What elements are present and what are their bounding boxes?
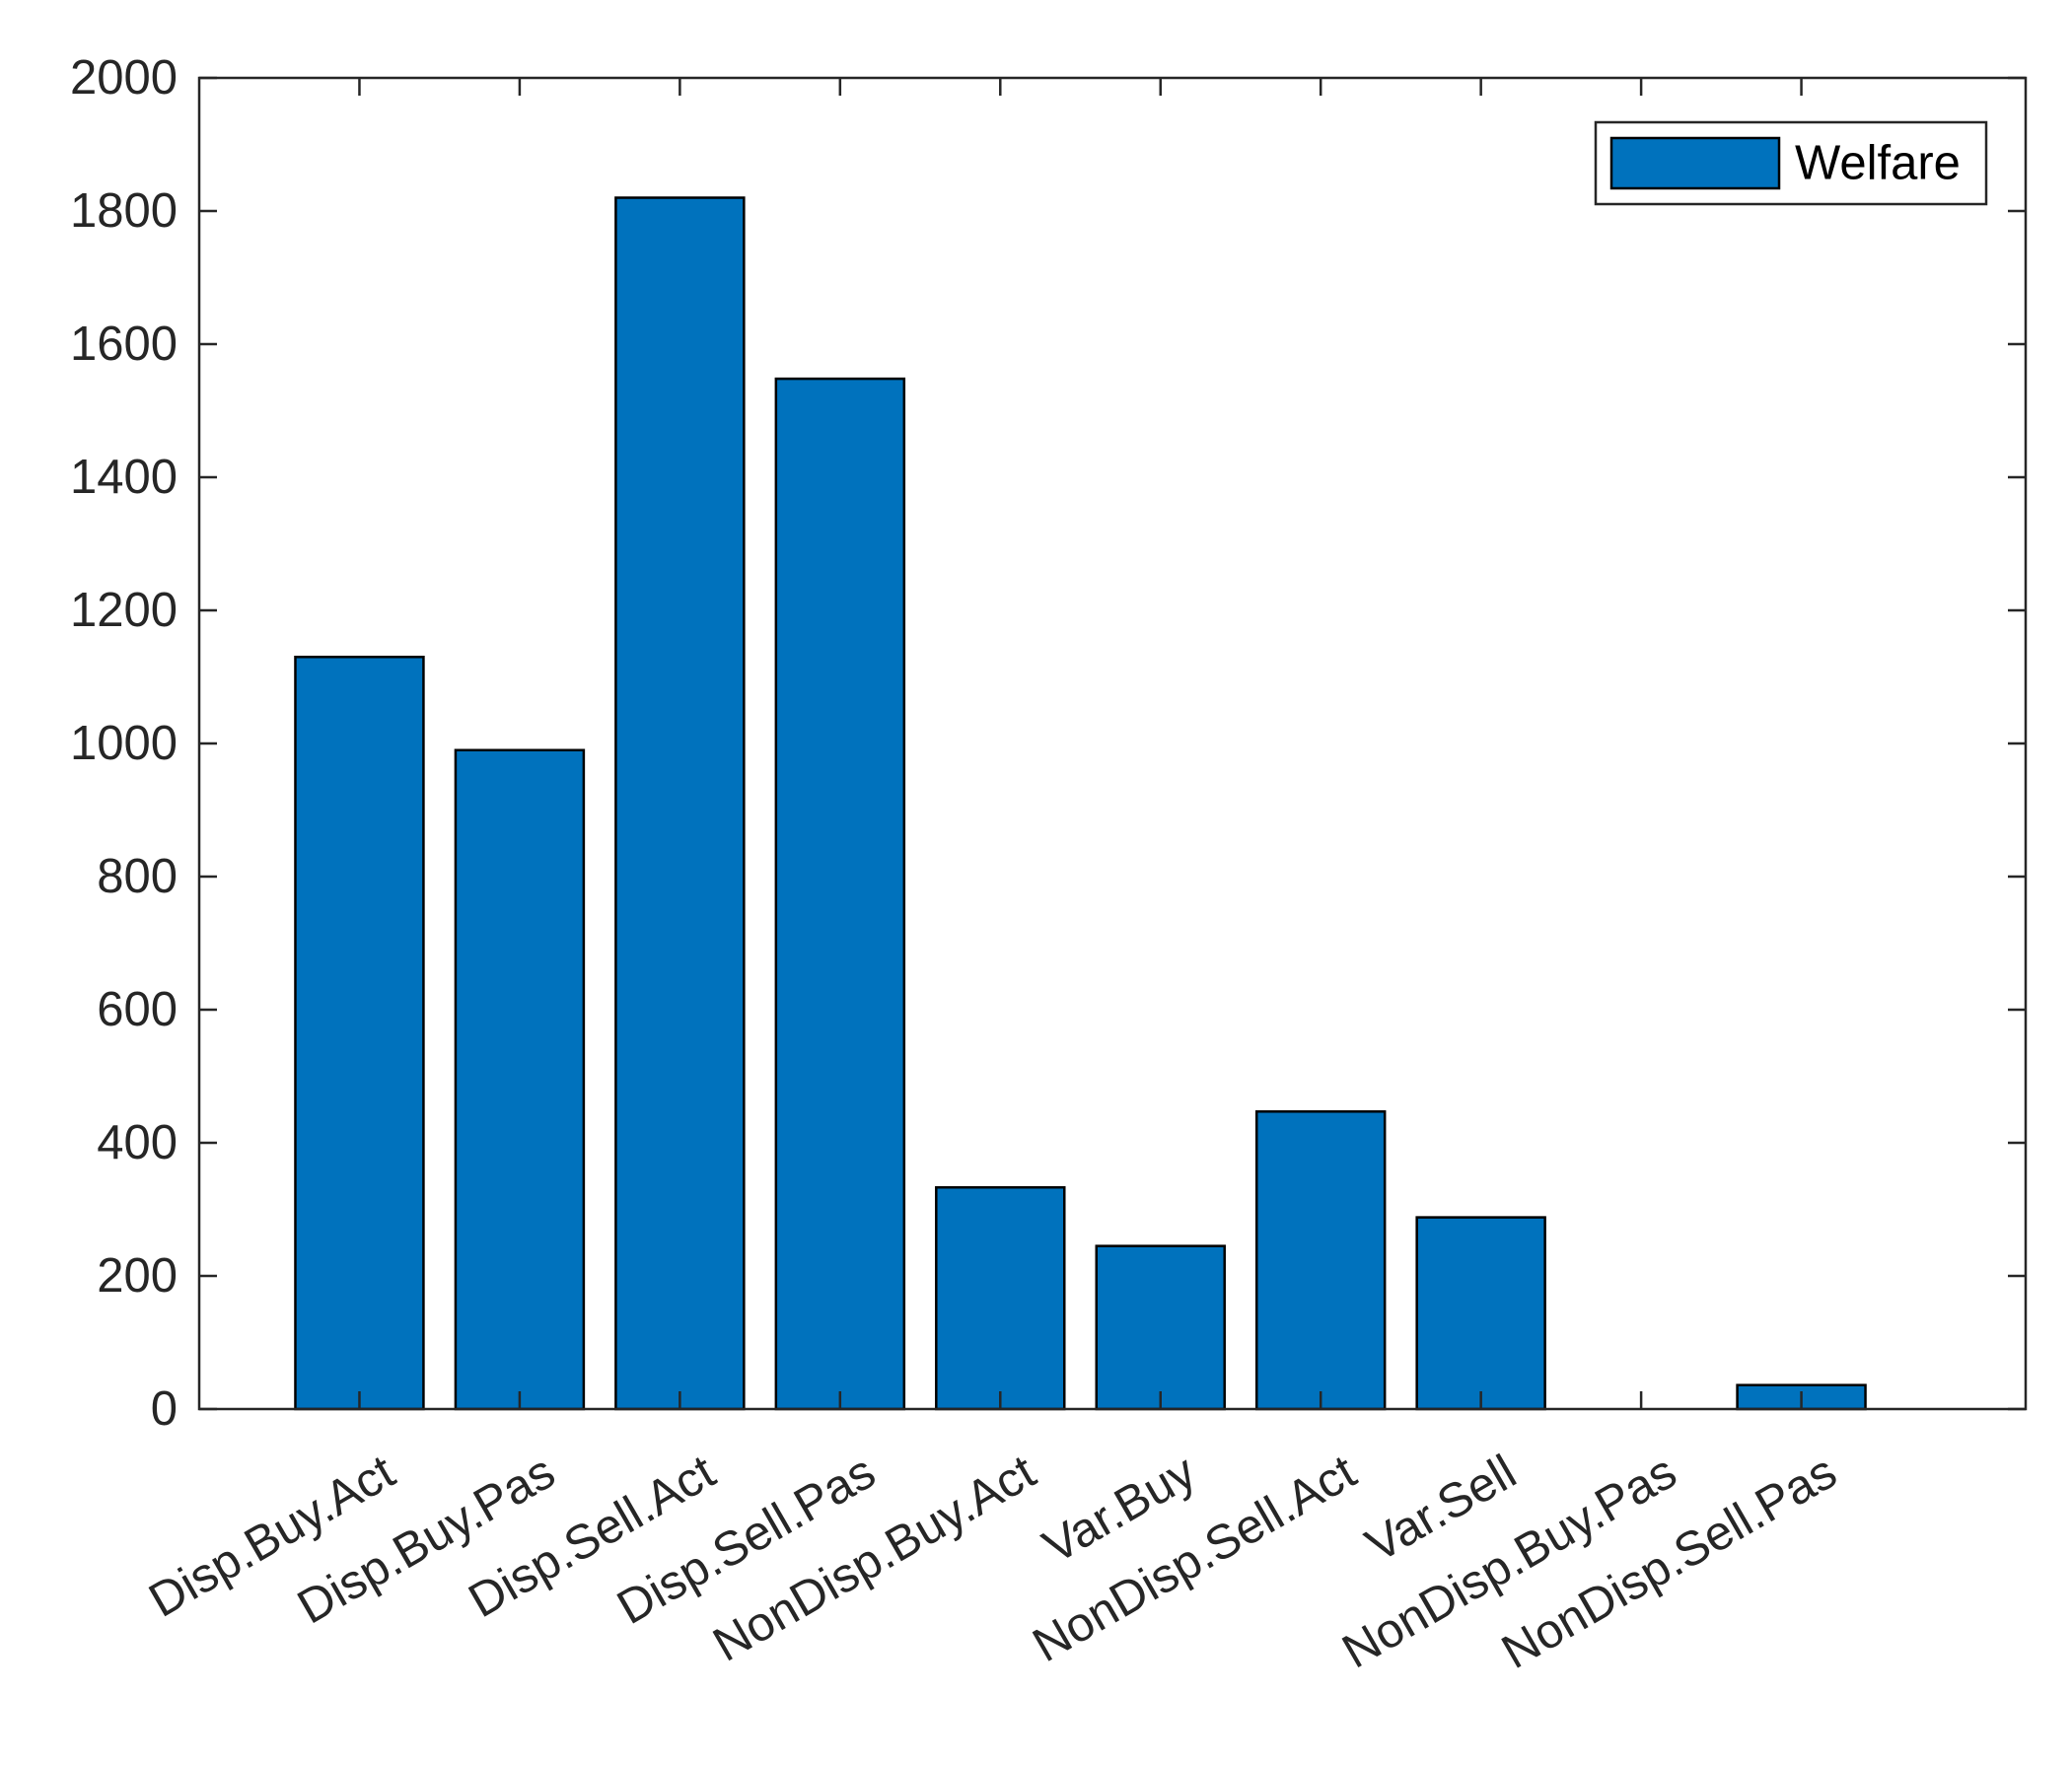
y-tick-label: 1400 bbox=[70, 451, 178, 504]
bar-disp-buy-pas bbox=[454, 748, 586, 1411]
ticks-layer bbox=[199, 76, 2026, 1411]
bar-nondisp-buy-act bbox=[935, 1185, 1066, 1411]
y-tick-label: 1000 bbox=[70, 717, 178, 770]
y-tick-label: 1200 bbox=[70, 584, 178, 637]
bar-disp-sell-act bbox=[614, 196, 746, 1411]
y-tick-label: 2000 bbox=[70, 51, 178, 105]
y-tick-label: 1800 bbox=[70, 184, 178, 238]
bar-nondisp-sell-act bbox=[1254, 1110, 1387, 1411]
y-tick-label: 200 bbox=[97, 1249, 178, 1303]
bars-layer bbox=[294, 196, 1867, 1411]
y-tick-label: 600 bbox=[97, 983, 178, 1036]
bar-var-buy bbox=[1095, 1244, 1226, 1411]
y-tick-labels: 0 200 400 600 800 1000 1200 1400 1600 1800 2000 bbox=[70, 51, 178, 1436]
legend-label-welfare: Welfare bbox=[1795, 137, 1961, 190]
axes-box bbox=[197, 76, 2028, 1411]
bar-disp-sell-pas bbox=[774, 377, 906, 1411]
y-tick-label: 1600 bbox=[70, 318, 178, 371]
bar-var-sell bbox=[1415, 1216, 1546, 1411]
legend-swatch bbox=[1609, 136, 1781, 190]
legend: Welfare bbox=[1594, 120, 1988, 206]
bar-disp-buy-act bbox=[294, 656, 425, 1411]
y-tick-label: 800 bbox=[97, 850, 178, 903]
y-tick-label: 0 bbox=[151, 1382, 178, 1436]
y-tick-label: 400 bbox=[97, 1116, 178, 1169]
